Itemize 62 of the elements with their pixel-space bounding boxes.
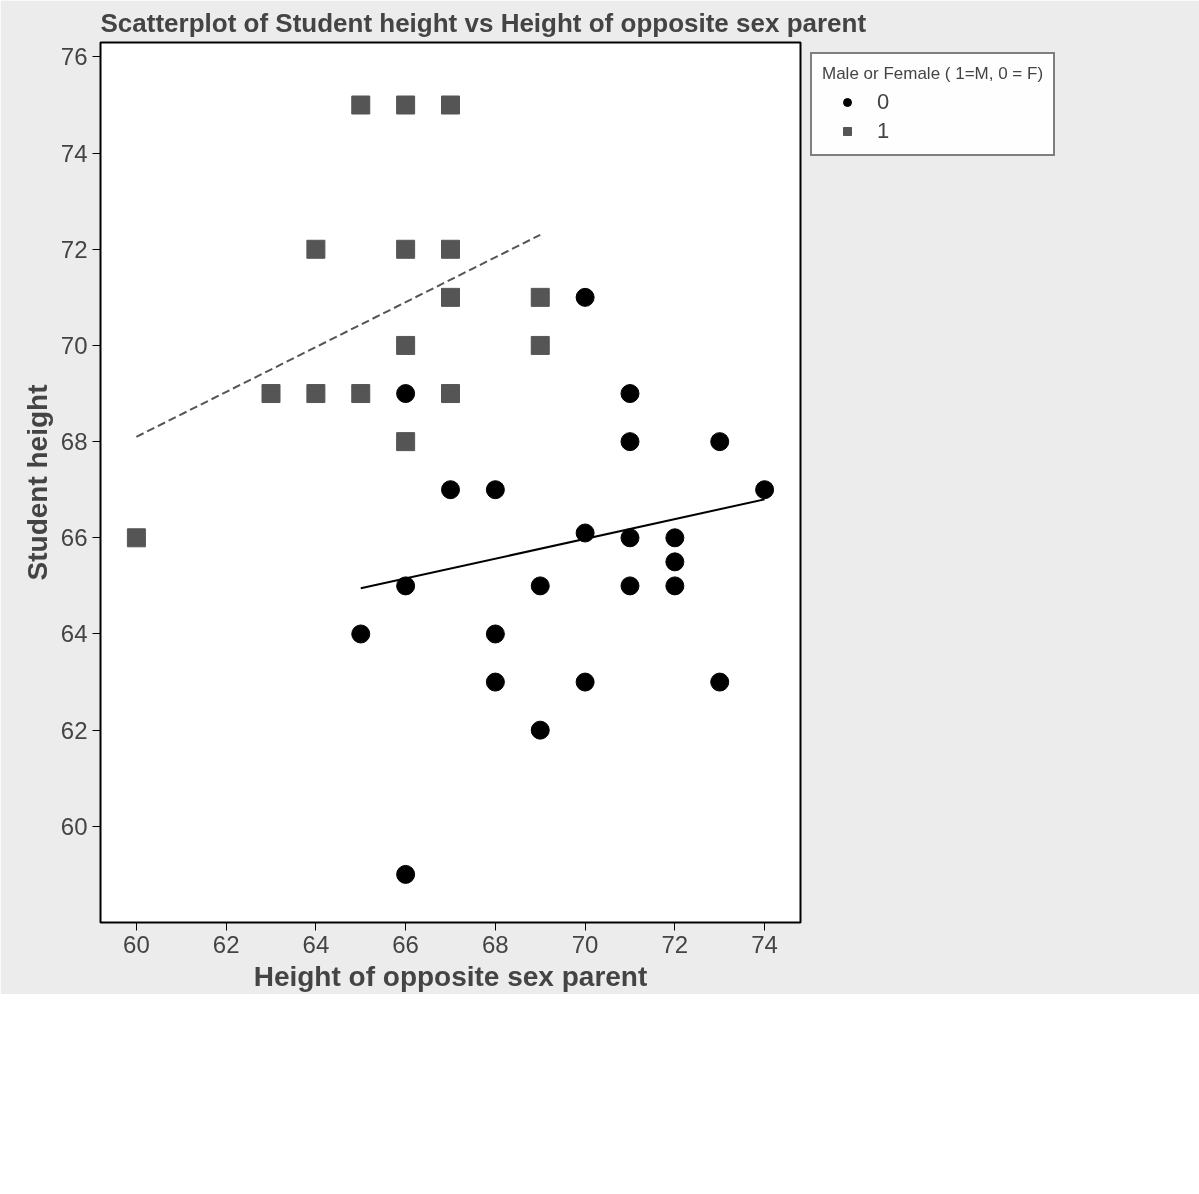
point [485,672,505,692]
chart-title: Scatterplot of Student height vs Height of opposite sex parent [100,7,867,38]
point [306,384,326,404]
point [441,239,460,259]
x-axis-title: Height of opposite sex parent [253,960,648,992]
y-tick-label: 68 [60,428,88,456]
x-tick-label: 66 [392,930,419,958]
point [530,287,550,307]
point [665,552,685,572]
point [575,287,595,307]
legend-label: 1 [877,118,891,144]
y-tick-label: 60 [60,812,88,840]
point [441,384,460,404]
point [620,432,640,452]
point [665,576,685,596]
point [351,384,371,404]
point [755,480,775,500]
y-tick-label: 62 [60,716,88,744]
point [351,95,371,115]
point [261,384,281,404]
point [351,624,371,644]
point [485,480,505,500]
legend-title: Male or Female ( 1=M, 0 = F) [822,64,1044,84]
point [620,528,640,548]
point [530,335,550,355]
point [530,576,550,596]
y-tick-label: 74 [60,139,88,167]
point [710,432,730,452]
point [396,335,416,355]
point [485,624,505,644]
y-tick-label: 76 [60,43,88,71]
point [396,432,416,452]
point [620,576,640,596]
point [441,95,460,115]
point [620,384,640,404]
x-tick-label: 70 [571,930,599,958]
point [575,523,595,543]
point [396,95,416,115]
y-tick-label: 72 [60,235,88,263]
point [396,384,416,404]
point [396,239,416,259]
x-tick-label: 68 [482,930,509,958]
point [575,672,595,692]
legend-label: 0 [877,89,891,115]
point [396,864,416,884]
x-tick-label: 74 [751,930,778,958]
point [126,528,146,548]
y-tick-label: 70 [60,331,88,359]
x-tick-label: 60 [123,930,150,958]
point [306,239,326,259]
x-tick-label: 64 [302,930,330,958]
point [441,287,460,307]
y-tick-label: 66 [60,524,88,552]
point [396,576,416,596]
point [530,720,550,740]
point [441,480,460,500]
y-axis-title: Student height [21,384,53,581]
point [710,672,730,692]
y-tick-label: 64 [60,620,88,648]
x-tick-label: 72 [661,930,689,958]
x-tick-label: 62 [212,930,240,958]
point [665,528,685,548]
